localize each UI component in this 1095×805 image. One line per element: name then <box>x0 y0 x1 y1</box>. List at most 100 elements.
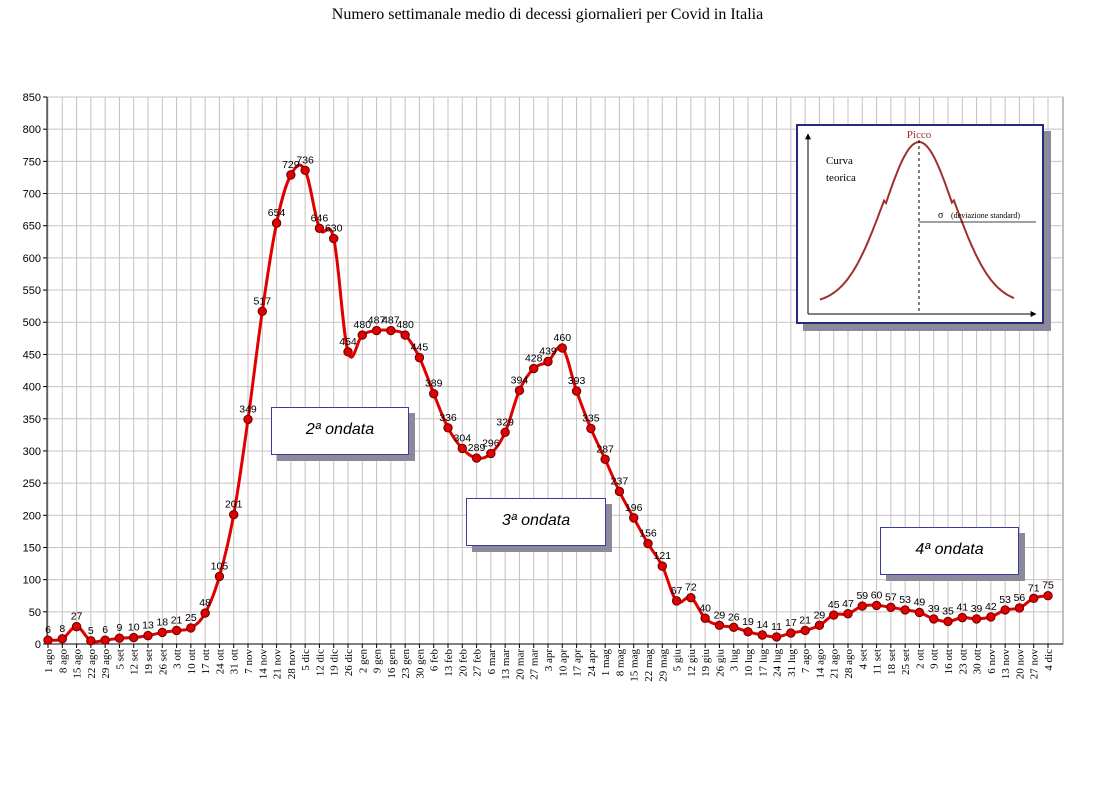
data-label: 289 <box>468 442 486 454</box>
data-point <box>200 608 210 618</box>
data-point <box>771 632 782 642</box>
data-point <box>300 165 310 176</box>
data-label: 10 <box>128 622 140 634</box>
y-tick-label: 200 <box>23 510 41 522</box>
x-tick-label: 3 lug <box>729 649 741 672</box>
data-label: 47 <box>842 598 854 610</box>
data-label: 729 <box>282 159 300 171</box>
data-label: 29 <box>814 609 826 621</box>
x-tick-label: 21 ago <box>829 649 841 679</box>
data-label: 21 <box>799 614 811 626</box>
data-point <box>857 601 867 611</box>
data-label: 19 <box>742 616 754 628</box>
y-axis: 0 50 100 150 200 250 300 350 400 450 500 550 600 650 7… <box>23 92 48 651</box>
data-point <box>700 613 710 623</box>
data-point <box>143 630 153 641</box>
data-point <box>500 427 510 437</box>
data-label: 237 <box>611 475 629 487</box>
data-label: 71 <box>1028 582 1040 594</box>
data-label: 57 <box>885 591 897 603</box>
x-tick-label: 19 giu <box>700 649 712 677</box>
data-label: 196 <box>625 502 643 514</box>
data-label: 18 <box>156 616 168 628</box>
bell-curve <box>819 140 1015 301</box>
y-tick-label: 100 <box>23 575 41 587</box>
x-tick-label: 27 feb <box>472 649 484 677</box>
inset-peak-label: Picco <box>907 129 932 141</box>
x-tick-label: 8 mag <box>614 649 626 677</box>
x-tick-label: 16 gen <box>386 649 398 679</box>
data-label: 9 <box>117 622 123 634</box>
inset-sigma-desc: (deviazione standard) <box>951 211 1020 220</box>
data-point <box>471 453 482 463</box>
data-label: 40 <box>699 602 711 614</box>
data-label: 349 <box>239 403 257 415</box>
data-point <box>786 628 796 638</box>
x-tick-label: 5 dic <box>300 649 312 671</box>
data-point <box>186 623 196 633</box>
data-point <box>271 218 282 228</box>
data-point <box>614 486 625 497</box>
x-tick-label: 4 dic <box>1043 649 1055 671</box>
data-label: 59 <box>856 590 868 602</box>
data-points <box>43 165 1053 646</box>
x-tick-label: 15 ago <box>72 649 84 679</box>
data-label: 39 <box>971 603 983 615</box>
x-tick-label: 16 ott <box>943 649 955 674</box>
annotation-wave-3-label: 3ª ondata <box>501 512 571 529</box>
data-point <box>286 170 296 180</box>
data-point <box>1014 603 1025 613</box>
y-tick-label: 500 <box>23 317 41 329</box>
x-tick-label: 14 ago <box>814 649 826 679</box>
data-label: 8 <box>59 623 65 635</box>
data-label: 304 <box>454 432 472 444</box>
y-tick-label: 250 <box>23 478 41 490</box>
x-tick-label: 1 mag <box>600 649 612 677</box>
x-axis: 1 ago 8 ago 15 ago 22 ago 29 ago 5 set 12 set 1… <box>43 643 1063 682</box>
data-label: 480 <box>354 319 372 331</box>
y-tick-label: 800 <box>23 124 41 136</box>
x-tick-label: 2 gen <box>357 649 369 674</box>
x-tick-label: 28 ago <box>843 649 855 679</box>
data-label: 6 <box>45 624 51 636</box>
data-point <box>371 325 382 336</box>
data-label: 11 <box>771 621 782 633</box>
x-tick-label: 28 nov <box>286 649 298 680</box>
data-label: 394 <box>511 374 529 386</box>
x-tick-label: 20 feb <box>457 649 469 677</box>
data-label: 156 <box>639 528 657 540</box>
data-label: 445 <box>411 342 429 354</box>
x-tick-label: 20 mar <box>514 649 526 680</box>
data-label: 13 <box>142 620 154 632</box>
data-point <box>957 612 967 623</box>
data-point <box>686 592 696 603</box>
x-tick-label: 7 nov <box>243 649 255 674</box>
x-tick-label: 20 nov <box>1014 649 1026 680</box>
data-point <box>43 635 53 645</box>
x-tick-label: 17 lug <box>757 649 769 677</box>
data-point <box>900 605 910 615</box>
x-tick-label: 5 set <box>114 649 126 669</box>
data-point <box>629 513 639 523</box>
data-label: 48 <box>199 597 211 609</box>
data-point <box>386 325 396 336</box>
y-tick-label: 700 <box>23 189 41 201</box>
data-point <box>929 614 939 624</box>
data-point <box>800 625 810 636</box>
x-tick-label: 10 lug <box>743 649 755 677</box>
data-point <box>986 612 996 622</box>
data-point <box>114 633 125 643</box>
data-label: 27 <box>71 611 83 623</box>
data-point <box>243 414 253 425</box>
data-label: 53 <box>999 594 1011 606</box>
data-point <box>57 634 67 644</box>
data-label: 335 <box>582 412 600 424</box>
x-tick-label: 25 set <box>900 649 912 675</box>
data-point <box>714 620 725 631</box>
x-tick-label: 7 ago <box>800 649 812 674</box>
data-point <box>571 386 582 396</box>
x-tick-label: 2 ott <box>914 649 926 669</box>
x-tick-label: 9 ott <box>929 649 941 669</box>
data-point <box>214 571 225 582</box>
